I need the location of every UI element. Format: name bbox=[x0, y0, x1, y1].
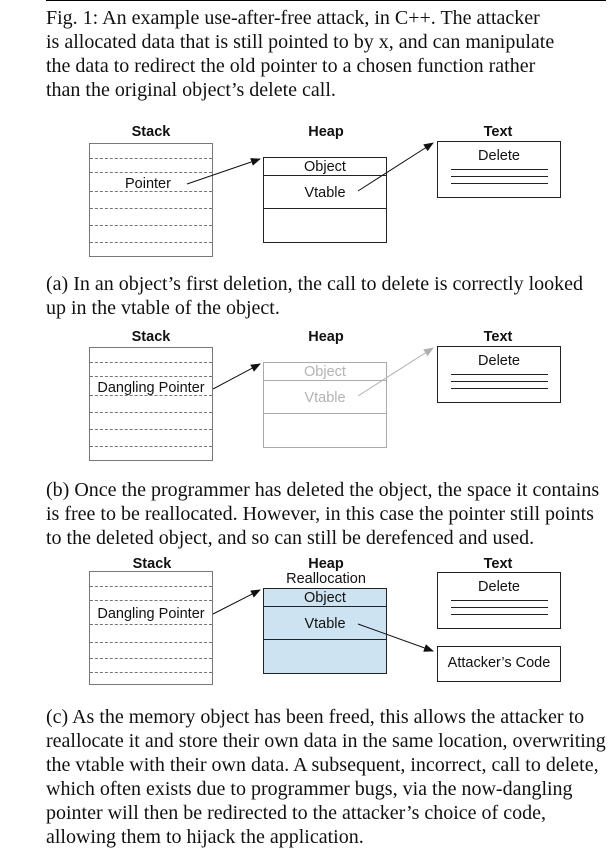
delete-label: Delete bbox=[478, 148, 520, 164]
top-rule bbox=[46, 0, 606, 1]
stack-box: Dangling Pointer bbox=[89, 571, 213, 685]
text-label: Text bbox=[483, 556, 513, 572]
heap-label: Heap bbox=[308, 124, 344, 140]
stack-label: Stack bbox=[132, 556, 172, 572]
caption-line: Fig. 1: An example use-after-free attack… bbox=[46, 7, 540, 29]
object-label: Object bbox=[304, 364, 346, 380]
sub-caption-b: (b) Once the programmer has deleted the … bbox=[46, 478, 606, 550]
caption-line: than the original object’s delete call. bbox=[46, 79, 336, 101]
delete-label: Delete bbox=[478, 353, 520, 369]
text-box: Delete bbox=[437, 572, 561, 629]
vtable-label: Vtable bbox=[304, 616, 346, 632]
caption-line: pointer will then be redirected to the a… bbox=[46, 802, 546, 824]
text-label: Text bbox=[483, 329, 513, 345]
dangling-pointer-label: Dangling Pointer bbox=[97, 606, 205, 622]
text-box: Delete bbox=[437, 346, 561, 403]
heap-reallocation-label: Reallocation bbox=[286, 571, 366, 587]
figure-caption: Fig. 1: An example use-after-free attack… bbox=[46, 6, 606, 102]
pointer-label: Pointer bbox=[125, 176, 171, 192]
heap-box: Object Vtable bbox=[263, 157, 387, 243]
stack-label: Stack bbox=[131, 124, 171, 140]
heap-label: Heap bbox=[308, 556, 344, 572]
caption-line: is allocated data that is still pointed … bbox=[46, 31, 555, 53]
reallocated-heap-box: Object Vtable bbox=[263, 588, 387, 674]
stack-box: Pointer bbox=[89, 143, 213, 257]
caption-line: (c) As the memory object has been freed,… bbox=[46, 706, 585, 728]
freed-heap-box: Object Vtable bbox=[263, 362, 387, 448]
vtable-label: Vtable bbox=[304, 390, 346, 406]
delete-label: Delete bbox=[478, 579, 520, 595]
sub-caption-a: (a) In an object’s first deletion, the c… bbox=[46, 272, 606, 320]
caption-line: reallocate it and store their own data i… bbox=[46, 730, 606, 752]
caption-line: is free to be reallocated. However, in t… bbox=[46, 503, 594, 525]
object-label: Object bbox=[304, 159, 346, 175]
stack-box: Dangling Pointer bbox=[89, 347, 213, 461]
dangling-pointer-label: Dangling Pointer bbox=[97, 380, 205, 396]
attackers-code-label: Attacker’s Code bbox=[447, 655, 551, 671]
caption-line: the vtable with their own data. A subseq… bbox=[46, 754, 599, 776]
caption-line: (b) Once the programmer has deleted the … bbox=[46, 479, 600, 501]
caption-line: the data to redirect the old pointer to … bbox=[46, 55, 536, 77]
object-label: Object bbox=[304, 590, 346, 606]
attackers-code-box: Attacker’s Code bbox=[437, 646, 561, 682]
text-box: Delete bbox=[437, 141, 561, 198]
arrow-dangling-to-freed bbox=[212, 363, 261, 390]
caption-line: which often exists due to programmer bug… bbox=[46, 778, 573, 800]
vtable-label: Vtable bbox=[304, 185, 346, 201]
sub-caption-c: (c) As the memory object has been freed,… bbox=[46, 705, 606, 849]
caption-line: (a) In an object’s first deletion, the c… bbox=[46, 273, 584, 295]
caption-line: to the deleted object, and so can still … bbox=[46, 527, 535, 549]
heap-label: Heap bbox=[308, 329, 344, 345]
caption-line: up in the vtable of the object. bbox=[46, 297, 280, 319]
caption-line: allowing them to hijack the application. bbox=[46, 826, 364, 848]
arrow-dangling-to-realloc bbox=[212, 589, 261, 615]
stack-label: Stack bbox=[131, 329, 171, 345]
text-label: Text bbox=[483, 124, 513, 140]
